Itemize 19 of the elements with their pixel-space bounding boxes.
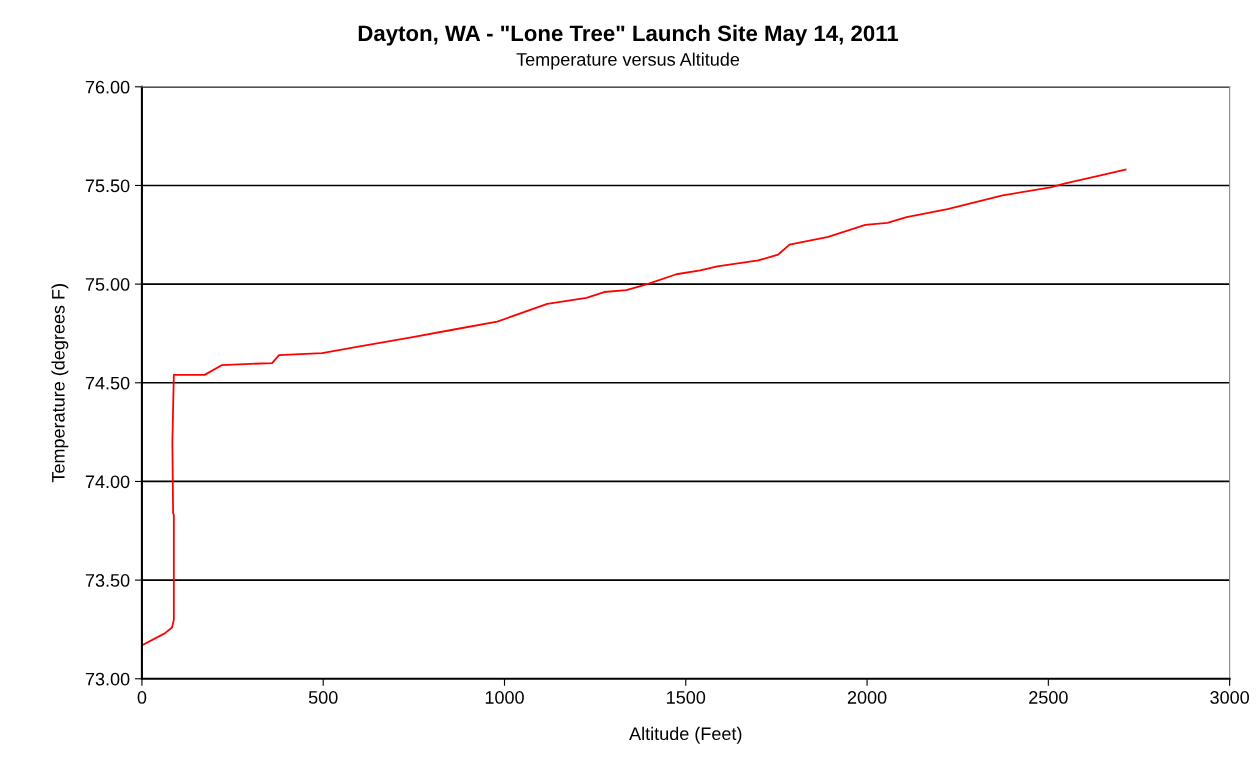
x-tick-label: 2000 bbox=[847, 691, 887, 704]
x-tick-label: 3000 bbox=[1210, 691, 1249, 704]
x-tick-label: 1000 bbox=[485, 691, 524, 704]
y-tick-label: 75.50 bbox=[85, 179, 130, 193]
y-tick-label: 73.50 bbox=[85, 574, 130, 587]
chart-title: Dayton, WA - "Lone Tree" Launch Site May 14, 2011 bbox=[358, 24, 899, 46]
x-tick-label: 1500 bbox=[667, 691, 706, 704]
y-tick-label: 74.00 bbox=[85, 475, 130, 489]
y-tick-label: 73.00 bbox=[85, 672, 130, 686]
chart-subtitle: Temperature versus Altitude bbox=[516, 52, 740, 70]
y-axis-title: Temperature (degrees F) bbox=[51, 284, 69, 483]
x-tick-label: 2500 bbox=[1029, 691, 1068, 704]
x-axis-title: Altitude (Feet) bbox=[629, 726, 742, 744]
x-tick-label: 0 bbox=[137, 691, 147, 704]
y-tick-label: 75.00 bbox=[85, 278, 130, 291]
y-tick-label: 74.50 bbox=[85, 376, 130, 390]
x-tick-label: 500 bbox=[308, 691, 338, 704]
y-tick-label: 76.00 bbox=[85, 80, 130, 94]
line-series bbox=[141, 168, 1127, 647]
